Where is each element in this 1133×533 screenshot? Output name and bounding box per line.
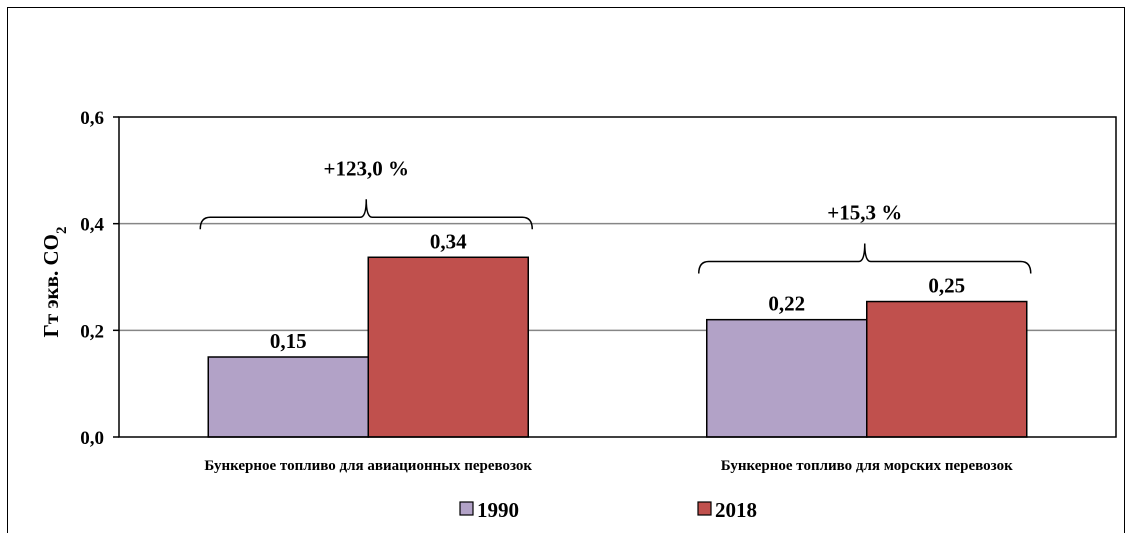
data-label: 0,25 (928, 274, 965, 298)
data-labels: 0,15 0,34 0,22 0,25 (270, 229, 965, 353)
category-label: Бункерное топливо для морских перевозок (721, 458, 1013, 474)
data-label: 0,22 (768, 292, 805, 316)
annotation-brace (698, 243, 1032, 274)
y-tick-label: 0,4 (80, 215, 104, 236)
bar-1990 (207, 356, 369, 438)
legend-label: 2018 (715, 498, 757, 522)
legend-swatch-2018 (697, 501, 712, 516)
y-axis-title: Гт экв. CO2 (39, 227, 70, 338)
plot-area-border (118, 116, 1117, 438)
y-tick-label: 0,6 (80, 108, 104, 129)
bar-2018 (866, 300, 1028, 438)
category-labels: Бункерное топливо для авиационных перево… (204, 458, 1013, 474)
bar-2018 (367, 256, 529, 438)
change-annotation: +123,0 % (324, 156, 409, 180)
legend-label: 1990 (477, 498, 519, 522)
y-axis-ticks: 0,0 0,2 0,4 0,6 (80, 108, 119, 449)
y-tick-label: 0,2 (80, 321, 104, 342)
legend: 1990 2018 (459, 498, 757, 522)
annotation-brace (199, 199, 533, 230)
bars (207, 256, 1028, 438)
y-tick-label: 0,0 (80, 428, 104, 449)
data-label: 0,15 (270, 329, 307, 353)
data-label: 0,34 (430, 229, 467, 253)
bar-1990 (706, 318, 868, 438)
annotations: +123,0 % +15,3 % (199, 156, 1032, 274)
category-label: Бункерное топливо для авиационных перево… (204, 458, 532, 474)
legend-swatch-1990 (459, 501, 474, 516)
chart-frame (7, 7, 1125, 533)
change-annotation: +15,3 % (827, 201, 902, 225)
